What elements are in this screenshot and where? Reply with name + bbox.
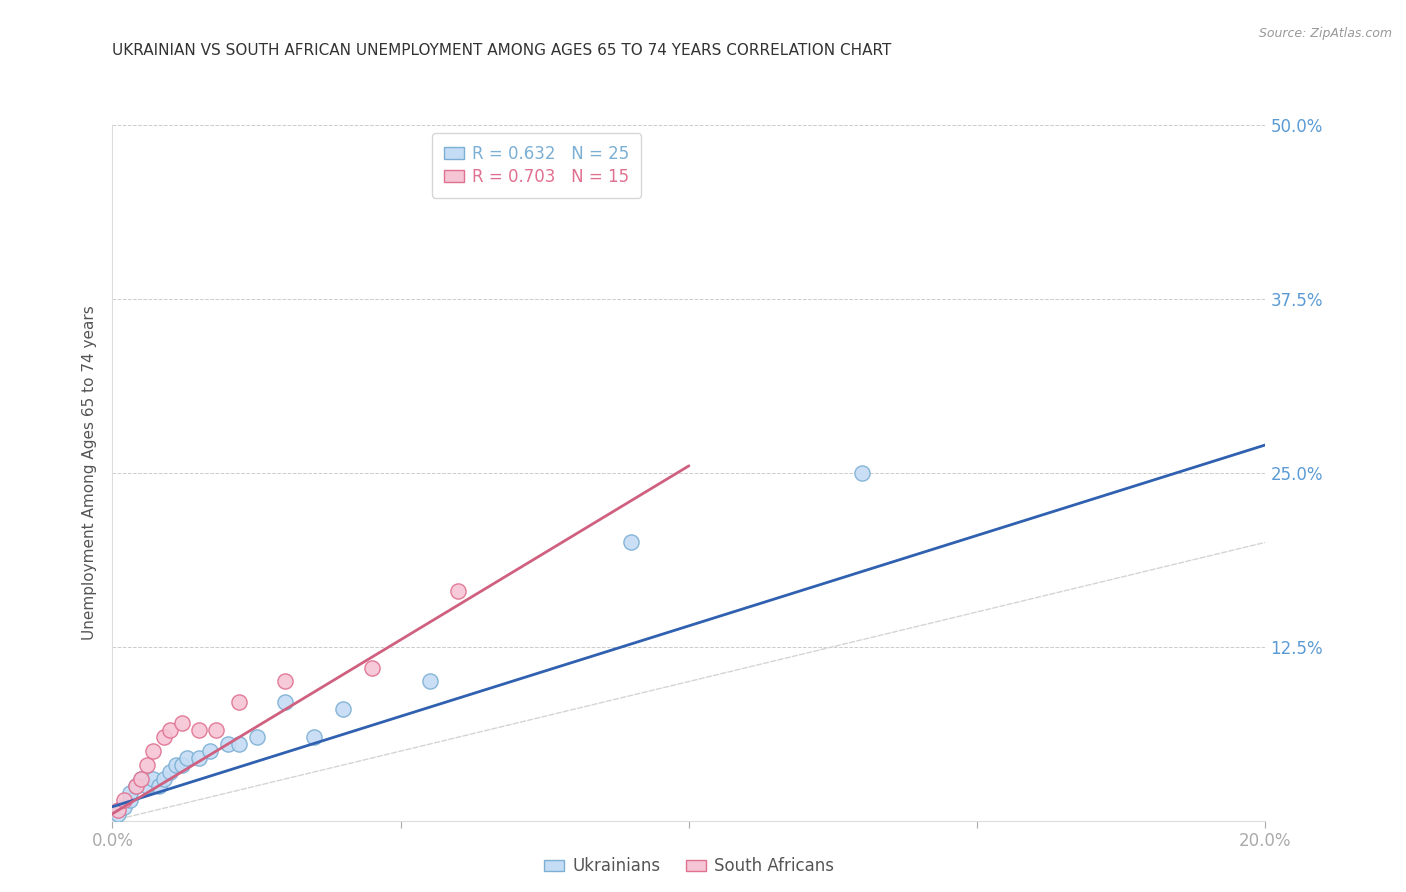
Point: [107, 803, 129, 817]
Point: [274, 695, 297, 709]
Point: [124, 779, 146, 793]
Point: [129, 772, 153, 786]
Y-axis label: Unemployment Among Ages 65 to 74 years: Unemployment Among Ages 65 to 74 years: [82, 305, 97, 640]
Point: [136, 758, 159, 772]
Point: [274, 674, 297, 689]
Point: [153, 772, 176, 786]
Text: UKRAINIAN VS SOUTH AFRICAN UNEMPLOYMENT AMONG AGES 65 TO 74 YEARS CORRELATION CH: UKRAINIAN VS SOUTH AFRICAN UNEMPLOYMENT …: [112, 43, 891, 58]
Point: [112, 793, 135, 807]
Point: [217, 737, 239, 751]
Text: Source: ZipAtlas.com: Source: ZipAtlas.com: [1258, 27, 1392, 40]
Point: [159, 723, 181, 738]
Point: [112, 799, 135, 814]
Point: [200, 744, 222, 758]
Point: [245, 730, 267, 744]
Point: [159, 764, 181, 779]
Point: [142, 744, 165, 758]
Legend: Ukrainians, South Africans: Ukrainians, South Africans: [537, 851, 841, 882]
Point: [148, 779, 170, 793]
Point: [228, 737, 250, 751]
Point: [332, 702, 354, 716]
Point: [136, 779, 159, 793]
Point: [228, 695, 250, 709]
Point: [447, 584, 470, 599]
Point: [124, 779, 146, 793]
Point: [205, 723, 228, 738]
Point: [129, 772, 153, 786]
Point: [170, 758, 193, 772]
Point: [176, 751, 198, 765]
Point: [170, 716, 193, 731]
Point: [107, 806, 129, 821]
Point: [620, 535, 643, 549]
Point: [142, 772, 165, 786]
Point: [188, 751, 211, 765]
Point: [153, 730, 176, 744]
Point: [419, 674, 441, 689]
Point: [360, 660, 382, 674]
Point: [304, 730, 326, 744]
Point: [118, 793, 141, 807]
Point: [188, 723, 211, 738]
Point: [165, 758, 187, 772]
Point: [851, 466, 873, 480]
Point: [118, 786, 141, 800]
